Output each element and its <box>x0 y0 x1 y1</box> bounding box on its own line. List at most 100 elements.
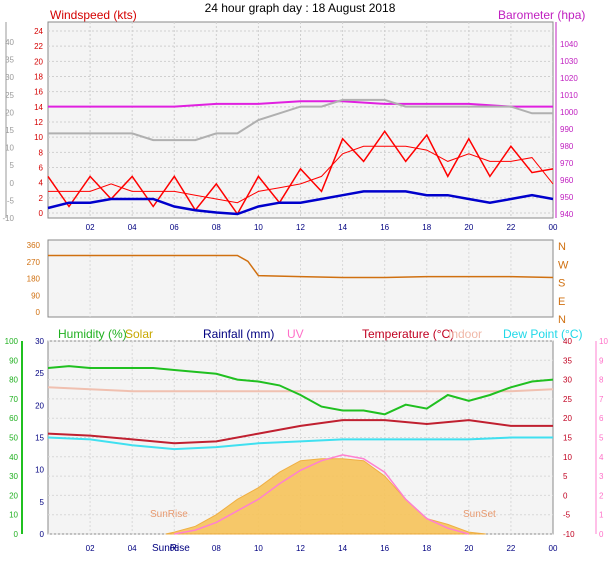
humidity-tick-label: 10 <box>9 511 18 520</box>
x-tick-label: 20 <box>464 544 473 553</box>
baro-tick-label: 1000 <box>560 108 578 117</box>
uv-tick-label: 7 <box>599 395 604 404</box>
baro-tick-label: 1040 <box>560 40 578 49</box>
x-tick-label: 18 <box>422 544 431 553</box>
humidity-tick-label: 90 <box>9 356 18 365</box>
wind-direction-line <box>48 254 554 279</box>
far-left-tick-label: 30 <box>5 73 14 82</box>
legend-humidity: Humidity (%) <box>58 327 127 341</box>
humidity-tick-label: 30 <box>9 472 18 481</box>
wind-axis-title: Windspeed (kts) <box>50 8 137 22</box>
baro-tick-label: 1020 <box>560 74 578 83</box>
wind-tick-label: 24 <box>34 27 43 36</box>
uv-tick-label: 4 <box>599 453 604 462</box>
baro-tick-label: 960 <box>560 176 574 185</box>
compass-tick-label: W <box>558 259 569 271</box>
legend-solar: Solar <box>125 327 153 341</box>
direction-tick-label: 180 <box>27 275 41 284</box>
rain-tick-label: 5 <box>40 498 45 507</box>
uv-line <box>174 454 469 535</box>
wind-line <box>47 190 554 216</box>
x-tick-label: 10 <box>254 223 263 232</box>
wind-tick-label: 10 <box>34 133 43 142</box>
direction-y-axis: 360 270 180 90 0 <box>27 241 41 317</box>
wind-tick-label: 0 <box>39 209 44 218</box>
x-tick-label: 14 <box>338 544 347 553</box>
rain-y-axis: 30 25 20 15 10 5 0 <box>35 337 44 539</box>
far-left-tick-label: 35 <box>5 56 14 65</box>
far-left-tick-label: 25 <box>5 91 14 100</box>
sunrise-label: SunRise <box>150 509 188 520</box>
x-tick-label: 18 <box>422 223 431 232</box>
wind-tick-label: 16 <box>34 88 43 97</box>
wind-tick-label: 2 <box>39 194 44 203</box>
x-tick-label: 08 <box>212 223 221 232</box>
panel-wind-series <box>47 98 554 216</box>
x-tick-label: 02 <box>86 544 95 553</box>
x-tick-label: 04 <box>128 544 137 553</box>
temperature-tick-label: 40 <box>563 337 572 346</box>
gust-mean-line <box>48 145 554 204</box>
panel-temperature-series <box>47 365 554 535</box>
temperature-tick-label: 15 <box>563 434 572 443</box>
grey-line <box>48 98 553 142</box>
humidity-tick-label: 80 <box>9 376 18 385</box>
panel-temperature-x-axis: 02 04 06 08 10 12 14 16 18 20 22 00 <box>86 544 558 553</box>
humidity-tick-label: 20 <box>9 491 18 500</box>
uv-tick-label: 0 <box>599 530 604 539</box>
x-tick-label: 10 <box>254 544 263 553</box>
far-left-tick-label: 15 <box>5 126 14 135</box>
compass-tick-label: N <box>558 314 566 326</box>
compass-tick-label: N <box>558 241 566 253</box>
far-left-tick-label: 5 <box>10 161 15 170</box>
uv-tick-label: 9 <box>599 356 604 365</box>
humidity-line <box>47 365 554 416</box>
legend-indoor: Indoor <box>448 327 482 341</box>
baro-tick-label: 980 <box>560 142 574 151</box>
x-tick-label: 00 <box>549 223 558 232</box>
rain-tick-label: 0 <box>40 530 45 539</box>
compass-tick-label: E <box>558 296 565 308</box>
sunrise-axis-label: SunRise <box>152 543 190 554</box>
wind-tick-label: 6 <box>39 164 44 173</box>
x-tick-label: 16 <box>380 223 389 232</box>
temperature-tick-label: -10 <box>563 530 575 539</box>
x-tick-label: 02 <box>86 223 95 232</box>
rain-tick-label: 20 <box>35 401 44 410</box>
far-left-tick-label: 40 <box>5 38 14 47</box>
humidity-tick-label: 60 <box>9 414 18 423</box>
baro-y-axis: 1040 1030 1020 1010 1000 990 980 970 960 950 940 <box>555 22 578 219</box>
temperature-tick-label: 20 <box>563 414 572 423</box>
humidity-tick-label: 0 <box>14 530 19 539</box>
far-left-tick-label: 0 <box>10 179 15 188</box>
humidity-tick-label: 40 <box>9 453 18 462</box>
legend-temperature: Temperature (°C) <box>362 327 454 341</box>
temperature-tick-label: 10 <box>563 453 572 462</box>
uv-tick-label: 2 <box>599 491 604 500</box>
uv-tick-label: 3 <box>599 472 604 481</box>
chart-title: 24 hour graph day : 18 August 2018 <box>205 1 396 15</box>
compass-tick-label: S <box>558 278 565 290</box>
sunset-label: SunSet <box>463 509 496 520</box>
rain-tick-label: 25 <box>35 369 44 378</box>
x-tick-label: 22 <box>506 544 515 553</box>
baro-tick-label: 970 <box>560 159 574 168</box>
panel-temperature: Humidity (%) Solar Rainfall (mm) UV Temp… <box>5 327 608 554</box>
x-tick-label: 08 <box>212 544 221 553</box>
solar-area <box>165 458 486 535</box>
gust-line <box>47 129 554 216</box>
uv-tick-label: 6 <box>599 414 604 423</box>
temperature-y-axis: 40 35 30 25 20 15 10 5 0 -5 -10 <box>563 337 575 539</box>
x-tick-label: 12 <box>296 544 305 553</box>
legend-dewpoint: Dew Point (°C) <box>503 327 582 341</box>
temp-far-left-axis: 40 35 30 25 20 15 10 5 0 -5 -10 <box>2 22 15 223</box>
wind-tick-label: 4 <box>39 179 44 188</box>
far-left-tick-label: -5 <box>7 196 15 205</box>
temperature-tick-label: 25 <box>563 395 572 404</box>
wind-tick-label: 22 <box>34 42 43 51</box>
